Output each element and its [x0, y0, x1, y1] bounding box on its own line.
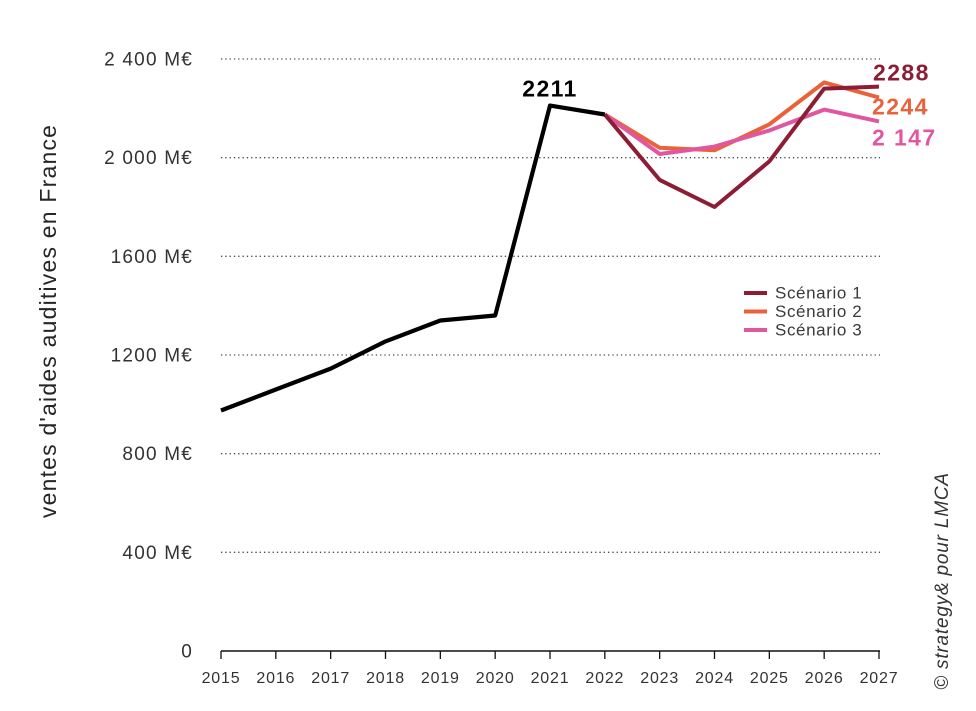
x-tick-label: 2024	[695, 670, 734, 687]
axes: 0 400 M€ 800 M€ 1200 M€ 1600 M€ 2 000 M€ 2 400…	[104, 50, 899, 688]
series-lines	[220, 80, 880, 413]
end-label-scenario-1: 2288	[873, 60, 930, 86]
series-line-scenario-1	[603, 84, 880, 209]
y-tick-label: 1200 M€	[111, 346, 193, 367]
end-label-scenario-3: 2 147	[872, 124, 937, 150]
y-tick-label: 1600 M€	[111, 247, 193, 268]
x-tick-label: 2019	[421, 670, 460, 687]
y-tick-label: 400 M€	[122, 543, 193, 564]
x-tick-label: 2025	[750, 670, 789, 687]
series-line-historical	[220, 103, 606, 413]
copyright-credit: © strategy& pour LMCA	[932, 472, 953, 690]
series-line-scenario-3	[603, 107, 880, 156]
x-tick-label: 2021	[531, 670, 570, 687]
x-tick-label: 2023	[640, 670, 679, 687]
x-tick-label: 2026	[805, 670, 844, 687]
x-tick-label: 2020	[476, 670, 515, 687]
y-tick-label: 800 M€	[122, 444, 193, 465]
legend-item-scenario-1: Scénario 1	[744, 284, 862, 303]
y-tick-label: 2 400 M€	[104, 50, 193, 71]
y-tick-label: 2 000 M€	[104, 148, 193, 169]
x-tick-label: 2015	[202, 670, 241, 687]
legend-label-scenario-1: Scénario 1	[775, 284, 862, 303]
x-tick-label: 2027	[860, 670, 899, 687]
legend-item-scenario-3: Scénario 3	[744, 321, 862, 340]
x-tick-label: 2016	[256, 670, 295, 687]
end-label-scenario-2: 2244	[872, 93, 929, 119]
legend-label-scenario-3: Scénario 3	[775, 321, 862, 340]
x-tick-label: 2017	[311, 670, 350, 687]
value-labels: 2211 2288 2244 2 147	[522, 60, 937, 151]
legend: Scénario 1 Scénario 2 Scénario 3	[744, 284, 862, 340]
x-tick-label: 2022	[585, 670, 624, 687]
legend-item-scenario-2: Scénario 2	[744, 302, 862, 321]
legend-label-scenario-2: Scénario 2	[775, 302, 862, 321]
x-tick-label: 2018	[366, 670, 405, 687]
y-tick-label: 0	[181, 642, 193, 663]
y-axis-title: ventes d'aides auditives en France	[35, 124, 61, 518]
value-label-2021: 2211	[522, 76, 578, 102]
